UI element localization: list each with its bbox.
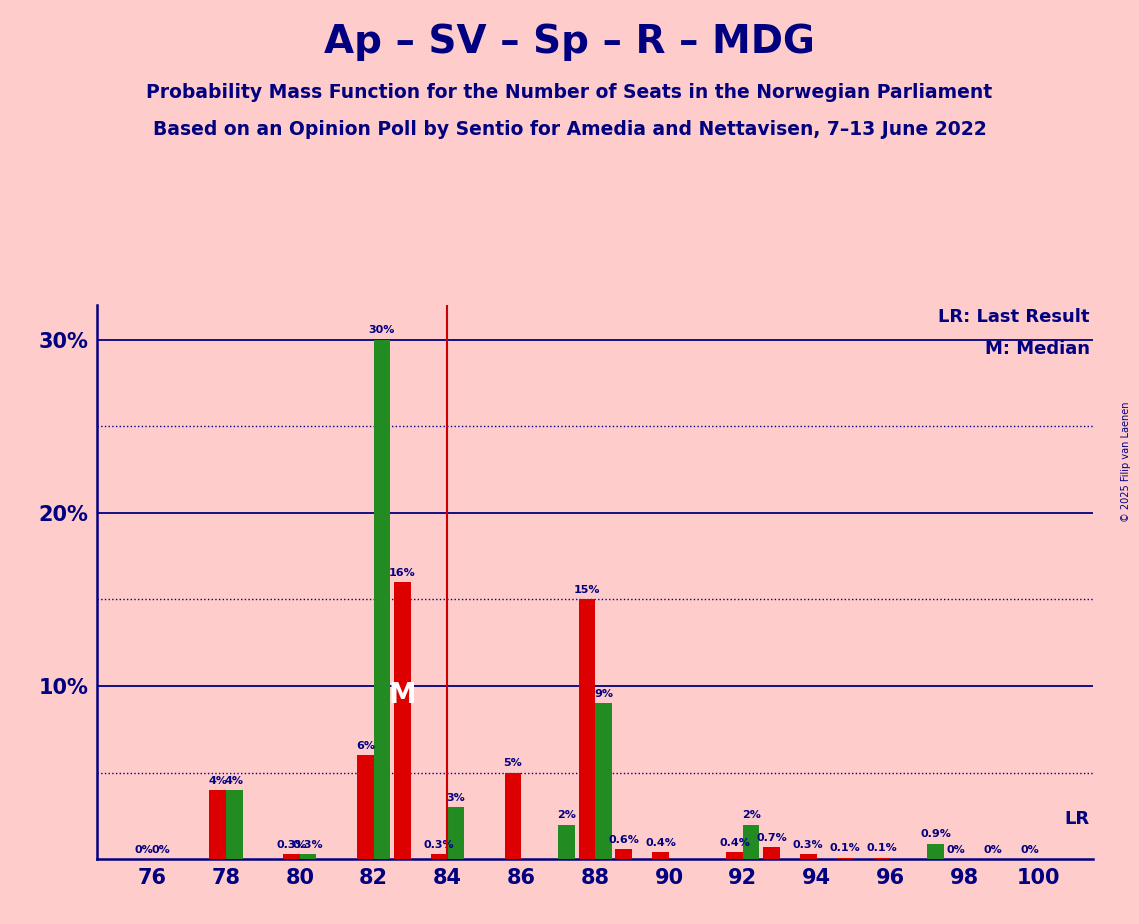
Text: 3%: 3% (446, 793, 465, 803)
Text: 0%: 0% (134, 845, 154, 855)
Bar (579, 600, 596, 859)
Bar (448, 808, 464, 859)
Text: 0.4%: 0.4% (645, 838, 677, 848)
Bar (743, 824, 760, 859)
Text: M: Median: M: Median (985, 340, 1090, 358)
Text: 0.9%: 0.9% (920, 830, 951, 839)
Bar (653, 852, 669, 859)
Text: 4%: 4% (208, 775, 227, 785)
Bar (226, 790, 243, 859)
Text: 0.3%: 0.3% (793, 840, 823, 850)
Text: LR: Last Result: LR: Last Result (939, 309, 1090, 326)
Bar (800, 854, 817, 859)
Bar (727, 852, 743, 859)
Text: 0.1%: 0.1% (830, 844, 861, 853)
Bar (374, 340, 391, 859)
Bar (431, 854, 448, 859)
Bar (874, 857, 891, 859)
Bar (300, 854, 317, 859)
Bar (284, 854, 300, 859)
Bar (558, 824, 575, 859)
Text: 0%: 0% (1021, 845, 1039, 855)
Text: 5%: 5% (503, 759, 523, 769)
Text: 0.3%: 0.3% (277, 840, 306, 850)
Text: 0.1%: 0.1% (867, 844, 898, 853)
Text: Based on an Opinion Poll by Sentio for Amedia and Nettavisen, 7–13 June 2022: Based on an Opinion Poll by Sentio for A… (153, 120, 986, 140)
Text: 2%: 2% (741, 810, 761, 821)
Text: 0%: 0% (151, 845, 170, 855)
Text: 0.3%: 0.3% (293, 840, 323, 850)
Bar (357, 756, 374, 859)
Text: 4%: 4% (224, 775, 244, 785)
Text: 6%: 6% (355, 741, 375, 751)
Text: LR: LR (1065, 810, 1090, 828)
Text: 0%: 0% (947, 845, 966, 855)
Text: 15%: 15% (574, 585, 600, 595)
Text: 30%: 30% (369, 325, 395, 335)
Bar (763, 847, 780, 859)
Text: 9%: 9% (593, 689, 613, 699)
Bar (837, 857, 853, 859)
Text: 0.7%: 0.7% (756, 833, 787, 843)
Bar (927, 844, 944, 859)
Text: Probability Mass Function for the Number of Seats in the Norwegian Parliament: Probability Mass Function for the Number… (147, 83, 992, 103)
Bar (505, 772, 522, 859)
Bar (596, 703, 612, 859)
Text: © 2025 Filip van Laenen: © 2025 Filip van Laenen (1121, 402, 1131, 522)
Text: M: M (388, 681, 416, 709)
Text: 2%: 2% (557, 810, 576, 821)
Text: 0.6%: 0.6% (608, 834, 639, 845)
Text: 0.3%: 0.3% (424, 840, 454, 850)
Text: 16%: 16% (388, 567, 416, 578)
Bar (394, 582, 410, 859)
Bar (615, 849, 632, 859)
Bar (210, 790, 226, 859)
Text: Ap – SV – Sp – R – MDG: Ap – SV – Sp – R – MDG (325, 23, 814, 61)
Text: 0.4%: 0.4% (719, 838, 749, 848)
Text: 0%: 0% (983, 845, 1002, 855)
